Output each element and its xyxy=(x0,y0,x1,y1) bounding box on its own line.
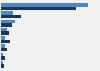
Bar xyxy=(1,28,7,31)
Bar xyxy=(1,64,4,68)
Bar xyxy=(1,48,7,51)
Bar xyxy=(1,3,88,7)
Bar xyxy=(1,20,15,23)
Bar xyxy=(1,40,10,43)
Bar xyxy=(1,15,21,18)
Bar xyxy=(1,11,13,15)
Bar xyxy=(1,56,5,60)
Bar xyxy=(1,23,12,27)
Bar xyxy=(1,61,2,64)
Bar xyxy=(1,44,5,48)
Bar xyxy=(1,7,76,10)
Bar xyxy=(1,31,9,35)
Bar xyxy=(1,36,5,40)
Bar xyxy=(1,53,3,56)
